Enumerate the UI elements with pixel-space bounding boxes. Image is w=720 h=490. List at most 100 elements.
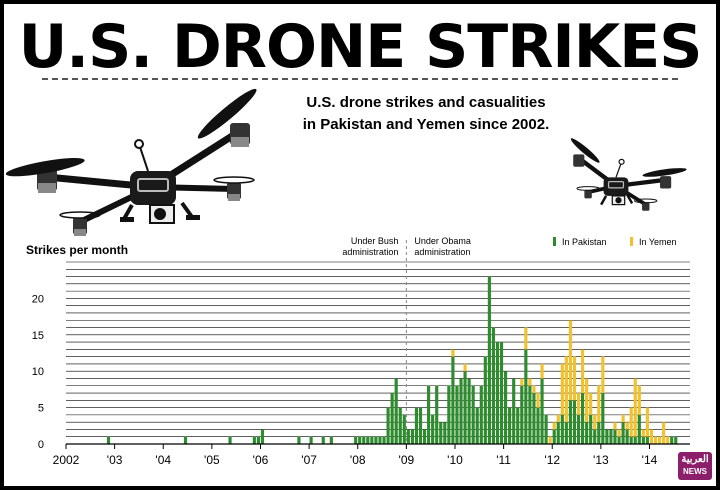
bar-pakistan [645, 436, 649, 444]
bar-pakistan [427, 385, 431, 444]
bar-pakistan [670, 436, 674, 444]
bar-pakistan [609, 429, 613, 444]
bar-pakistan [431, 414, 435, 444]
x-tick-label: '05 [204, 453, 220, 467]
bar-pakistan [358, 436, 362, 444]
legend: In Pakistan In Yemen [553, 237, 677, 247]
logo-arabic-text: العربية [681, 454, 709, 465]
bar-yemen [520, 378, 524, 386]
x-tick-label: '12 [544, 453, 560, 467]
subtitle: U.S. drone strikes and casualities in Pa… [266, 92, 586, 136]
subtitle-line-1: U.S. drone strikes and casualities [306, 94, 546, 111]
x-tick-label: '10 [447, 453, 463, 467]
bar-yemen [589, 393, 593, 415]
bar-yemen [657, 436, 662, 444]
bar-pakistan [394, 378, 398, 444]
bar-pakistan [321, 436, 325, 444]
logo-english-text: NEWS [683, 467, 707, 476]
bar-pakistan [439, 422, 443, 444]
bar-yemen [540, 363, 544, 379]
x-tick-label: '04 [155, 453, 171, 467]
bar-yemen [645, 407, 649, 437]
bar-pakistan [309, 436, 313, 444]
bar-yemen [633, 378, 637, 437]
y-tick-label: 20 [32, 293, 44, 305]
bar-pakistan [597, 422, 601, 444]
bar-yemen [560, 363, 564, 415]
drone-small-illustration [570, 138, 687, 211]
bar-pakistan [601, 393, 605, 444]
bar-pakistan [406, 429, 410, 444]
bar-yemen [637, 385, 641, 415]
bar-pakistan [471, 385, 475, 444]
bar-pakistan [491, 327, 496, 444]
bar-yemen [556, 414, 560, 423]
bar-yemen [597, 385, 601, 423]
bar-pakistan [568, 400, 572, 444]
x-tick-label: '14 [642, 453, 658, 467]
bar-yemen [625, 422, 629, 430]
bar-yemen [649, 429, 654, 444]
y-tick-label: 0 [38, 439, 44, 451]
bar-pakistan [386, 407, 390, 444]
bar-pakistan [499, 342, 504, 444]
bar-pakistan [516, 407, 520, 444]
x-tick-label: 2002 [53, 453, 80, 467]
title-divider [42, 78, 678, 80]
bar-pakistan [479, 385, 483, 444]
bar-pakistan [370, 436, 374, 444]
bar-pakistan [580, 393, 585, 444]
bar-pakistan [524, 349, 528, 444]
annotation-obama-line1: Under Obama [414, 236, 471, 246]
x-tick-label: '08 [350, 453, 366, 467]
bar-yemen [536, 393, 540, 408]
bar-pakistan [540, 378, 544, 444]
bar-pakistan [585, 422, 589, 444]
bar-pakistan [374, 436, 378, 444]
bar-yemen [593, 414, 597, 430]
annotation-bush-line1: Under Bush [351, 236, 399, 246]
bar-yemen [653, 436, 658, 444]
legend-swatch-pakistan [553, 237, 556, 246]
y-axis-title: Strikes per month [26, 243, 128, 257]
bars [106, 276, 678, 444]
legend-label-yemen: In Yemen [639, 237, 677, 247]
bar-yemen [552, 422, 556, 430]
bar-yemen [572, 356, 577, 401]
legend-swatch-yemen [630, 237, 633, 246]
bar-yemen [585, 378, 589, 423]
bar-yemen [524, 327, 528, 350]
bar-yemen [617, 429, 621, 437]
drone-large-illustration [5, 88, 257, 236]
bar-pakistan [617, 436, 621, 444]
bar-yemen [532, 385, 536, 394]
bar-yemen [548, 436, 552, 444]
subtitle-line-2: in Pakistan and Yemen since 2002. [302, 116, 550, 133]
y-tick-label: 10 [32, 366, 44, 378]
x-tick-label: '09 [399, 453, 415, 467]
bar-pakistan [613, 429, 617, 444]
bar-yemen [629, 407, 633, 437]
bar-pakistan [390, 393, 394, 444]
bar-pakistan [252, 436, 256, 444]
bar-pakistan [483, 356, 487, 444]
bar-pakistan [297, 436, 301, 444]
bar-pakistan [435, 385, 439, 444]
bar-pakistan [633, 436, 637, 444]
bar-pakistan [354, 436, 358, 444]
bar-yemen [564, 356, 568, 423]
bar-pakistan [467, 378, 471, 444]
bar-pakistan [641, 436, 645, 444]
bar-yemen [601, 356, 605, 394]
bar-pakistan [605, 429, 609, 444]
bar-pakistan [637, 414, 641, 444]
bar-pakistan [504, 371, 508, 444]
bar-yemen [641, 429, 645, 437]
bar-pakistan [329, 436, 333, 444]
bar-pakistan [455, 385, 459, 444]
bar-pakistan [475, 407, 479, 444]
annotation-bush-line2: administration [342, 247, 398, 257]
bar-yemen [463, 363, 467, 372]
bar-pakistan [414, 407, 419, 444]
bar-yemen [613, 422, 617, 430]
